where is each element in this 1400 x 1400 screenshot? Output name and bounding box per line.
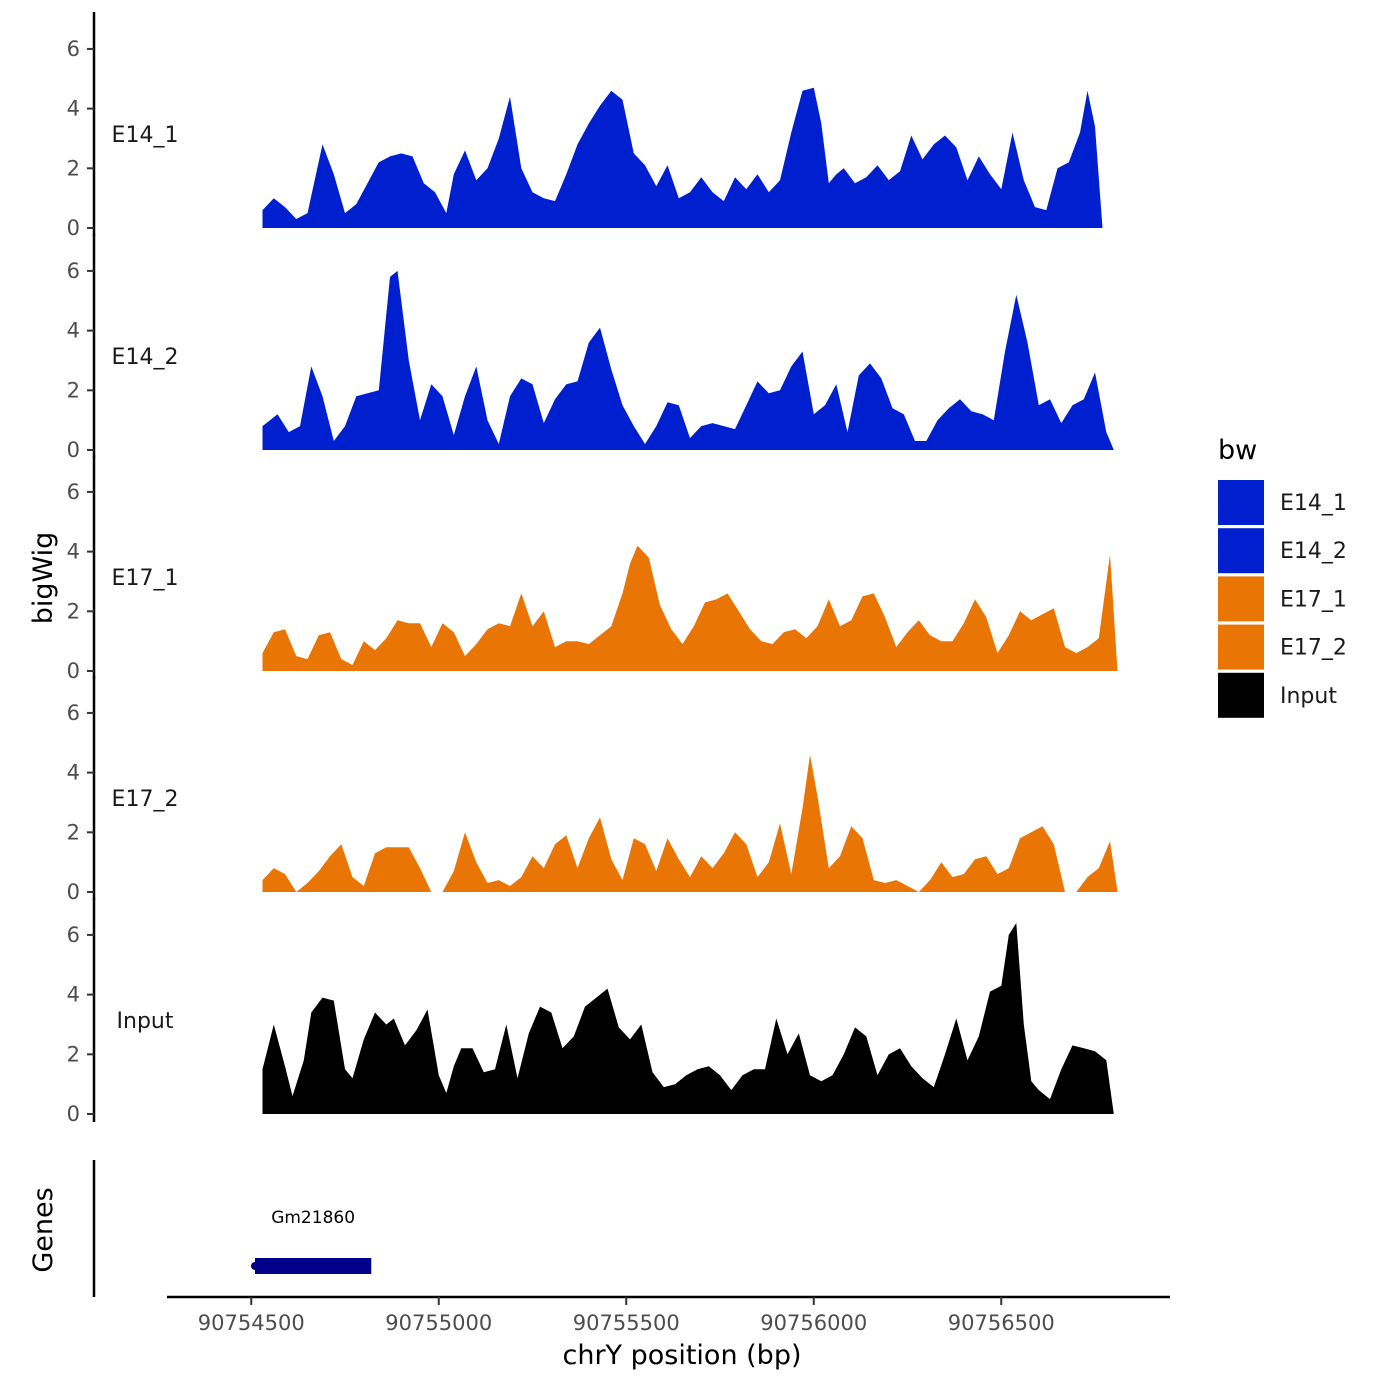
y-tick-label: 0 [67, 1102, 80, 1126]
track-label: E17_2 [112, 787, 179, 812]
y-tick-label: 2 [67, 156, 80, 180]
track-input: 0 2 4 6 Input [67, 898, 1114, 1126]
y-tick-label: 6 [67, 923, 80, 947]
genes-panel: Gm21860 [92, 1160, 372, 1297]
track-label: E17_1 [112, 566, 179, 591]
legend-swatch [1218, 480, 1264, 525]
x-tick-label: 90756500 [948, 1311, 1055, 1335]
x-tick-label: 90755500 [573, 1311, 680, 1335]
y-tick-label: 0 [67, 438, 80, 462]
y-tick-label: 0 [67, 216, 80, 240]
legend-swatch [1218, 624, 1264, 670]
y-tick-label: 4 [67, 983, 80, 1007]
y-tick-label: 0 [67, 659, 80, 683]
x-tick-label: 90754500 [198, 1311, 305, 1335]
y-tick-label: 4 [67, 761, 80, 785]
legend-label: E17_2 [1280, 636, 1347, 661]
legend-swatch [1218, 528, 1264, 574]
legend-label: Input [1280, 684, 1337, 709]
y-tick-label: 0 [67, 880, 80, 904]
y-tick-label: 6 [67, 701, 80, 725]
legend-swatch [1218, 576, 1264, 622]
track-e17-2: 0 2 4 6 E17_2 [67, 676, 1118, 904]
gene-tss-marker [251, 1262, 259, 1270]
y-axis-title: bigWig [28, 532, 59, 625]
y-tick-label: 2 [67, 599, 80, 623]
gene-body [255, 1258, 372, 1274]
tracks-group: 0 2 4 6 E14_1 0 2 4 6 E14_2 0 2 4 6 E17_1 0 2 4 6 E17_2 0 2 4 6… [67, 12, 1118, 1126]
y-tick-label: 6 [67, 37, 80, 61]
legend-title: bw [1218, 435, 1257, 466]
area-e14-1 [262, 87, 1118, 228]
x-tick-label: 90755000 [385, 1311, 492, 1335]
legend-swatch [1218, 672, 1264, 718]
track-label: E14_2 [112, 345, 179, 370]
x-axis-title: chrY position (bp) [562, 1340, 801, 1371]
legend-label: E17_1 [1280, 587, 1347, 612]
y-tick-label: 4 [67, 540, 80, 564]
y-tick-label: 4 [67, 97, 80, 121]
track-label: Input [117, 1009, 174, 1034]
y-tick-label: 6 [67, 259, 80, 283]
area-input [262, 923, 1114, 1114]
y-tick-label: 2 [67, 1042, 80, 1066]
track-e14-2: 0 2 4 6 E14_2 [67, 234, 1114, 462]
genes-axis-title: Genes [28, 1187, 59, 1272]
track-e17-1: 0 2 4 6 E17_1 [67, 455, 1118, 683]
track-e14-1: 0 2 4 6 E14_1 [67, 12, 1118, 240]
x-axis: 90754500 90755000 90755500 90756000 90756500 [167, 1295, 1170, 1335]
gene-label: Gm21860 [271, 1208, 355, 1228]
legend-label: E14_1 [1280, 491, 1347, 516]
y-tick-label: 2 [67, 820, 80, 844]
area-e17-2 [262, 754, 1118, 892]
track-label: E14_1 [112, 123, 179, 148]
area-e17-1 [262, 545, 1118, 671]
legend-label: E14_2 [1280, 539, 1347, 564]
legend: bw E14_1 E14_2 E17_1 E17_2 Input [1218, 435, 1347, 718]
x-tick-label: 90756000 [760, 1311, 867, 1335]
y-tick-label: 4 [67, 319, 80, 343]
area-e14-2 [262, 270, 1114, 450]
y-tick-label: 6 [67, 480, 80, 504]
y-tick-label: 2 [67, 378, 80, 402]
